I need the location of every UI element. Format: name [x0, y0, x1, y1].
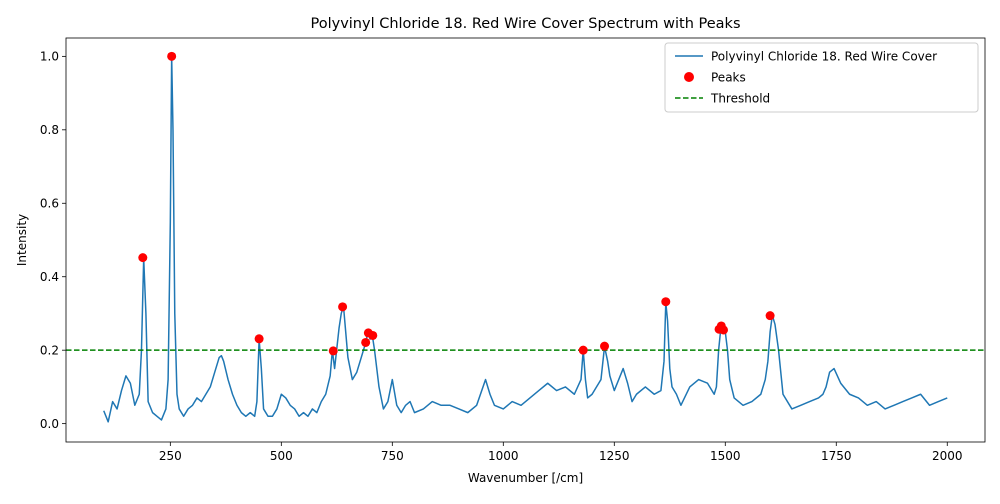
x-tick-label: 250 — [159, 449, 182, 463]
x-tick-label: 1750 — [821, 449, 852, 463]
x-tick-label: 2000 — [932, 449, 963, 463]
peak-marker — [578, 345, 588, 355]
legend: Polyvinyl Chloride 18. Red Wire Cover Pe… — [664, 42, 979, 113]
chart-title: Polyvinyl Chloride 18. Red Wire Cover Sp… — [310, 16, 740, 32]
x-tick-label: 1000 — [488, 449, 519, 463]
legend-label-spectrum: Polyvinyl Chloride 18. Red Wire Cover — [711, 50, 937, 64]
y-tick-label: 0.2 — [40, 343, 59, 357]
legend-box — [664, 42, 979, 113]
y-tick-label: 0.6 — [40, 196, 59, 210]
x-tick-label: 1250 — [599, 449, 630, 463]
legend-label-threshold: Threshold — [710, 92, 770, 106]
plot-frame — [65, 37, 986, 443]
x-tick-label: 750 — [381, 449, 404, 463]
spectrum-series-line — [103, 55, 948, 423]
peak-marker — [661, 297, 671, 307]
peak-marker — [368, 330, 378, 340]
y-axis-label: Intensity — [15, 214, 29, 266]
peak-marker — [167, 51, 177, 61]
legend-peak-marker — [684, 72, 694, 82]
legend-label-peaks: Peaks — [711, 71, 746, 85]
peak-marker — [719, 325, 729, 335]
peak-marker — [765, 311, 775, 321]
peak-marker — [600, 341, 610, 351]
peak-marker — [138, 253, 148, 263]
y-tick-label: 0.4 — [40, 270, 59, 284]
y-tick-label: 0.0 — [40, 417, 59, 431]
peak-marker — [338, 302, 348, 312]
peak-marker — [328, 346, 338, 356]
x-tick-label: 500 — [270, 449, 293, 463]
x-axis-label: Wavenumber [/cm] — [468, 471, 583, 485]
y-tick-label: 0.8 — [40, 123, 59, 137]
peak-marker — [254, 334, 264, 344]
y-tick-label: 1.0 — [40, 50, 59, 64]
x-tick-label: 1500 — [710, 449, 741, 463]
peak-marker — [361, 337, 371, 347]
